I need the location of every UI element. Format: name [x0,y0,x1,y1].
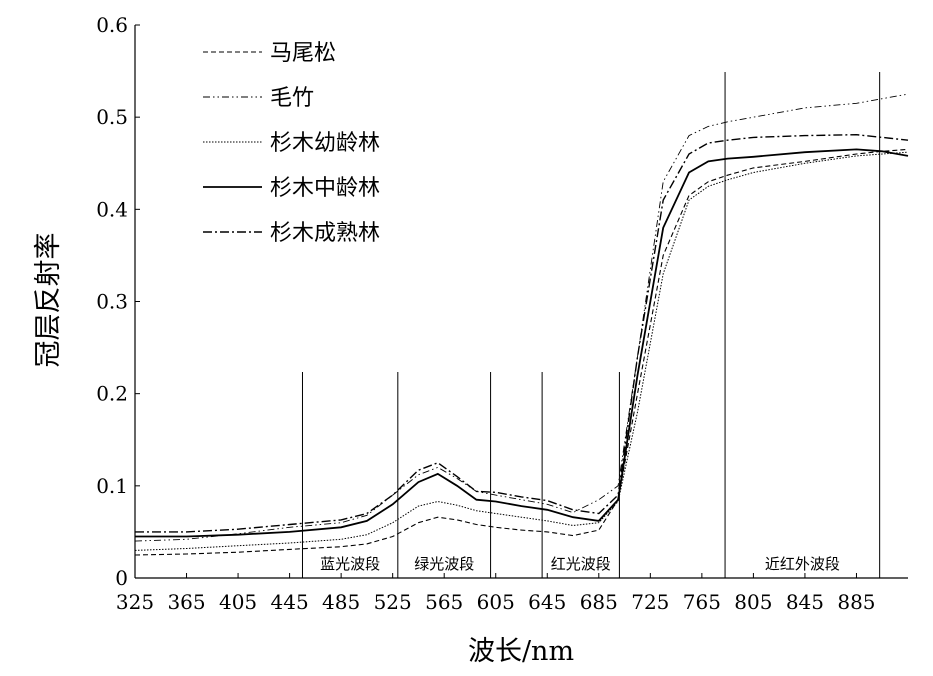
legend-label-4: 杉木中龄林 [270,176,380,201]
y-tick-label: 0.4 [96,197,128,221]
band-label-4: 近红外波段 [765,555,840,573]
series-line-4 [135,148,909,538]
x-tick-label: 325 [116,590,154,614]
y-tick-label: 0.5 [96,105,128,129]
ticks: 325 365 405 445 485 525 565 605 645 685 725 765 805 8… [96,13,875,614]
series-line-5 [135,133,909,533]
band-label-3: 红光波段 [551,555,611,573]
x-axis-title: 波长/nm [468,636,574,667]
band-labels: 蓝光波段 绿光波段 红光波段 近红外波段 [320,555,840,573]
band-label-2: 绿光波段 [414,555,474,573]
x-tick-label: 525 [374,590,412,614]
legend-label-3: 杉木幼龄林 [270,131,380,156]
x-tick-label: 885 [837,590,875,614]
x-tick-label: 765 [683,590,721,614]
x-tick-label: 565 [425,590,463,614]
series-lines [134,93,909,556]
y-tick-label: 0.1 [96,474,128,498]
series-line-2 [134,93,909,542]
y-axis-title: 冠层反射率 [33,233,64,368]
x-tick-label: 845 [786,590,824,614]
band-label-1: 蓝光波段 [320,555,380,573]
series-line-3 [134,151,909,551]
y-tick-label: 0 [115,566,128,590]
x-tick-label: 645 [528,590,566,614]
x-tick-label: 485 [322,590,360,614]
x-tick-label: 365 [167,590,205,614]
y-tick-label: 0.2 [96,382,128,406]
x-tick-label: 805 [734,590,772,614]
band-dividers [301,72,881,578]
series-line-1 [134,148,909,556]
axes [134,25,908,579]
x-tick-label: 445 [271,590,309,614]
x-tick-label: 725 [631,590,669,614]
x-tick-label: 605 [477,590,515,614]
legend-label-5: 杉木成熟林 [270,221,380,246]
x-tick-label: 405 [219,590,257,614]
legend-label-1: 马尾松 [270,41,336,66]
y-tick-label: 0.3 [96,290,128,314]
legend-label-2: 毛竹 [270,86,314,111]
y-tick-label: 0.6 [96,13,128,37]
x-tick-label: 685 [580,590,618,614]
